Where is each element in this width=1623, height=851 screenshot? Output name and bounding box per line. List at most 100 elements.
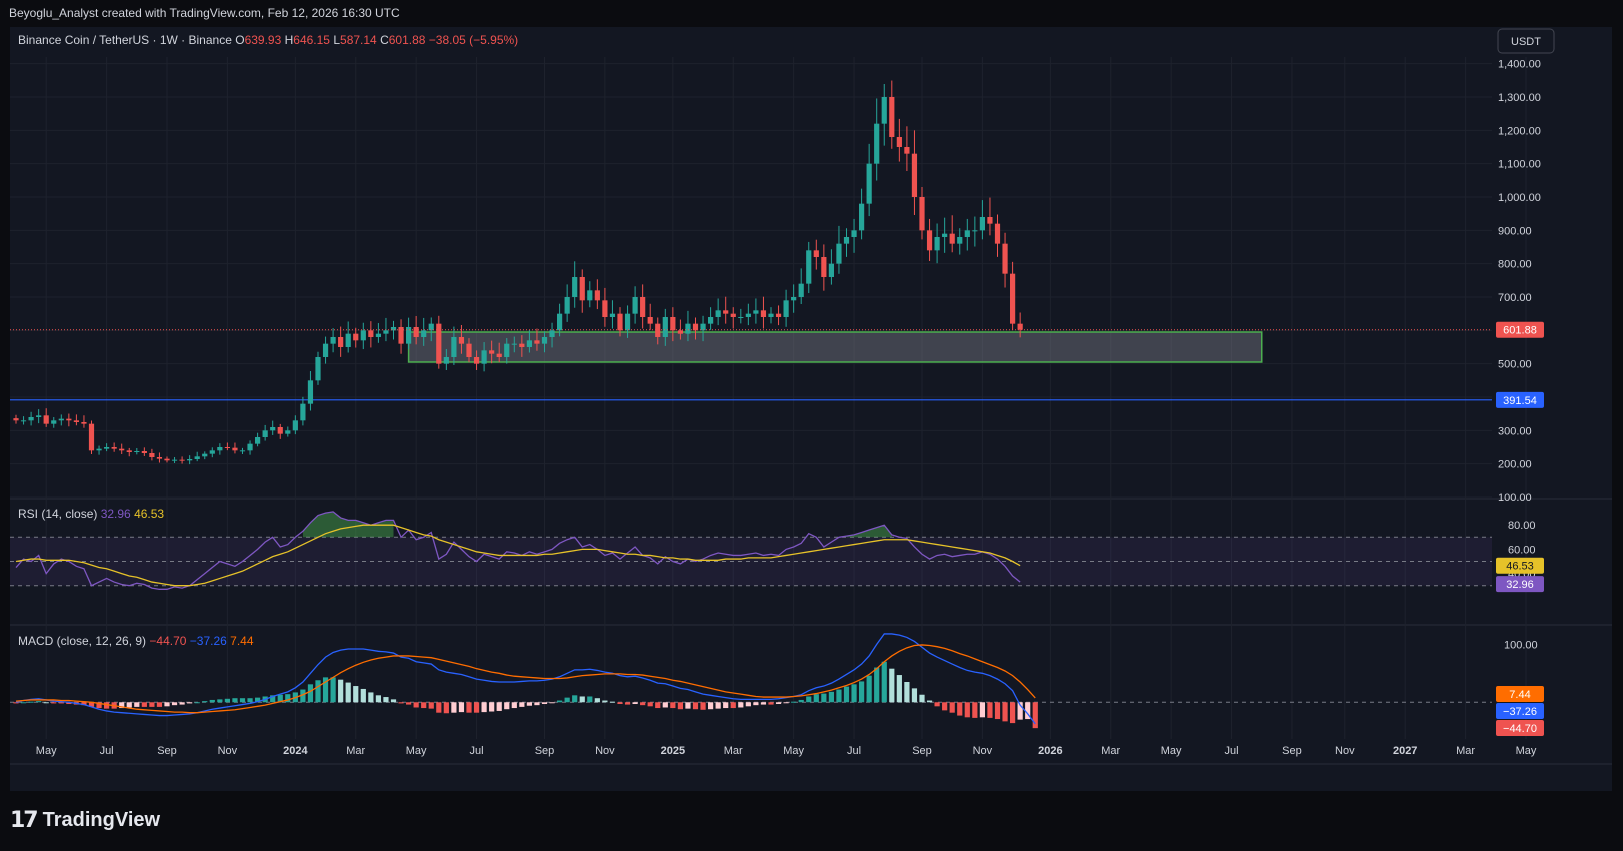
macd-histogram-bar	[104, 702, 110, 709]
candle-body	[315, 357, 321, 381]
macd-histogram-bar	[632, 702, 638, 704]
macd-histogram-bar	[496, 702, 502, 711]
macd-histogram-bar	[330, 677, 336, 703]
candle-body	[36, 415, 42, 417]
time-tick-label: Mar	[724, 745, 743, 757]
price-tick-label: 1,100.00	[1498, 159, 1541, 171]
macd-histogram-bar	[443, 702, 449, 714]
macd-histogram-bar	[617, 702, 623, 704]
time-tick-label: Sep	[912, 745, 932, 757]
macd-histogram-bar	[360, 688, 366, 703]
candle-body	[911, 153, 918, 197]
time-tick-label: 2025	[661, 745, 685, 757]
macd-histogram-bar	[813, 694, 819, 703]
candle-body	[624, 313, 631, 331]
candle-body	[662, 317, 668, 337]
candle-body	[949, 233, 955, 244]
candle-body	[307, 380, 314, 404]
macd-tick-label: 100.00	[1504, 639, 1538, 651]
macd-histogram-bar	[806, 696, 812, 703]
time-tick-label: May	[36, 745, 57, 757]
price-tick-label: 900.00	[1498, 225, 1532, 237]
macd-histogram-bar	[96, 702, 102, 709]
candle-body	[141, 451, 147, 453]
time-tick-label: Jul	[100, 745, 114, 757]
candle-body	[285, 430, 291, 434]
open-label: O	[235, 33, 244, 47]
close-value: 601.88	[389, 33, 429, 47]
candle-body	[972, 230, 978, 232]
candle-body	[519, 343, 525, 347]
time-tick-label: Nov	[1335, 745, 1355, 757]
price-tick-label: 1,400.00	[1498, 59, 1541, 71]
macd-histogram-bar	[949, 702, 955, 713]
candle-body	[640, 297, 646, 317]
candle-body	[904, 147, 910, 154]
macd-histogram-bar	[255, 697, 261, 703]
macd-histogram-bar	[1017, 702, 1023, 720]
macd-histogram-bar	[866, 675, 872, 703]
candle-body	[330, 337, 336, 344]
macd-histogram-bar	[557, 700, 563, 703]
candle-body	[473, 357, 480, 364]
macd-histogram-bar	[889, 668, 895, 703]
price-tick-label: 1,300.00	[1498, 92, 1541, 104]
currency-button[interactable]: USDT	[1511, 36, 1541, 48]
chart-canvas[interactable]: 100.00200.00300.00400.00500.00600.00700.…	[10, 27, 1612, 791]
time-tick-label: Mar	[1456, 745, 1475, 757]
grid-lines	[10, 57, 1612, 765]
macd-histogram-bar	[708, 702, 714, 710]
candle-body	[202, 453, 208, 457]
candle-body	[338, 337, 344, 347]
candle-body	[489, 350, 495, 354]
time-tick-label: May	[1516, 745, 1537, 757]
macd-histogram-bar	[541, 702, 548, 704]
rsi-pane	[10, 511, 1492, 590]
candle-body	[179, 459, 185, 461]
candle-body	[874, 123, 880, 164]
macd-histogram-bar	[217, 699, 223, 703]
time-tick-label: Jul	[847, 745, 861, 757]
candle-body	[96, 448, 102, 451]
candle-body	[224, 447, 230, 448]
time-tick-label: Nov	[973, 745, 993, 757]
candle-body	[194, 456, 200, 459]
macd-histogram-bar	[368, 692, 374, 703]
price-tick-label: 800.00	[1498, 259, 1532, 271]
macd-histogram-bar	[677, 702, 683, 710]
macd-histogram-bar	[81, 702, 87, 706]
open-value: 639.93	[245, 33, 285, 47]
candle-body	[791, 297, 797, 301]
candle-body	[843, 237, 850, 244]
macd-histogram-bar	[579, 696, 585, 703]
macd-histogram-bar	[322, 677, 329, 703]
macd-histogram-bar	[594, 698, 600, 703]
candle-body	[700, 323, 706, 331]
rsi-ma-value-label-bg	[1496, 557, 1544, 574]
macd-histogram-bar	[896, 675, 902, 703]
candle-body	[692, 323, 699, 331]
macd-histogram-bar	[202, 701, 208, 703]
price-tick-label: 100.00	[1498, 492, 1532, 504]
candle-body	[813, 250, 819, 257]
candle-body	[775, 313, 782, 317]
macd-histogram-bar	[745, 702, 751, 707]
macd-legend: MACD (close, 12, 26, 9) −44.70 −37.26 7.…	[18, 634, 254, 648]
currency-button-bg[interactable]	[1497, 28, 1555, 54]
macd-histogram-bar	[489, 702, 495, 712]
time-tick-label: 2026	[1038, 745, 1062, 757]
macd-histogram-bar	[942, 702, 948, 711]
candle-body	[602, 300, 608, 317]
rsi-value-label-bg	[1496, 576, 1544, 593]
candle-body	[443, 357, 449, 364]
candle-body	[685, 323, 691, 334]
candle-body	[451, 337, 457, 357]
candle-body	[760, 310, 767, 317]
price-tick-label: 500.00	[1498, 359, 1532, 371]
time-tick-label: 2024	[283, 745, 308, 757]
macd-histogram-bar	[791, 701, 797, 703]
macd-value-label-bg	[1496, 703, 1544, 719]
macd-histogram-bar	[775, 702, 782, 704]
candle-body	[126, 450, 132, 452]
level-price-label-bg	[1496, 391, 1544, 408]
